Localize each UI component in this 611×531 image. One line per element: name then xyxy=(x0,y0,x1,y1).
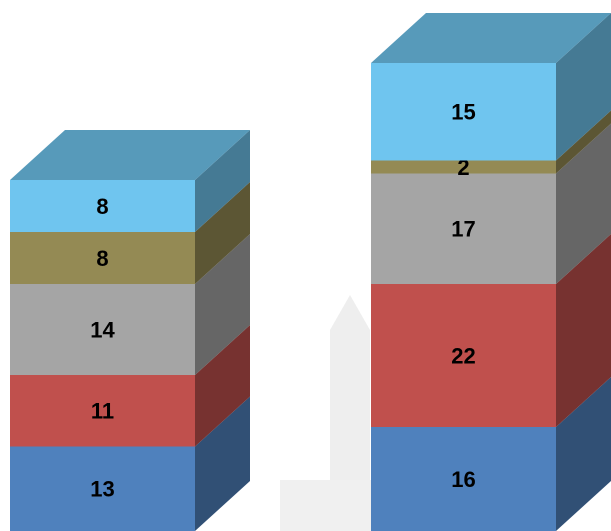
bar-segment xyxy=(371,427,556,531)
data-label: 16 xyxy=(451,467,475,492)
data-label: 17 xyxy=(451,217,475,242)
bar-segment xyxy=(371,284,556,427)
data-label: 13 xyxy=(90,477,114,502)
data-label: 15 xyxy=(451,100,475,125)
background xyxy=(280,295,380,531)
bg-tower xyxy=(330,330,370,531)
data-label: 8 xyxy=(96,246,108,271)
bar-top xyxy=(10,130,250,180)
bar-segment xyxy=(371,160,556,174)
bar-side xyxy=(556,123,611,284)
bar-top xyxy=(371,13,611,63)
bar-side xyxy=(556,234,611,427)
bar-side xyxy=(556,13,611,161)
bar-segment xyxy=(10,232,195,284)
bar-segment xyxy=(371,63,556,161)
bar-segment xyxy=(10,446,195,531)
data-label: 14 xyxy=(90,317,115,342)
bar-side xyxy=(195,396,250,531)
bar-segment xyxy=(10,375,195,447)
bar-side xyxy=(195,130,250,232)
data-label: 8 xyxy=(96,194,108,219)
bg-tower-roof xyxy=(330,295,370,330)
bar-segment xyxy=(10,180,195,232)
data-label: 11 xyxy=(91,399,114,424)
bar-side xyxy=(195,234,250,375)
bar-side xyxy=(556,110,611,174)
data-label: 2 xyxy=(457,155,469,180)
bar-side xyxy=(195,182,250,284)
bar-segment xyxy=(10,284,195,375)
bar-side xyxy=(195,325,250,447)
bg-building xyxy=(280,480,380,531)
bar-segment xyxy=(371,173,556,284)
data-label: 22 xyxy=(451,343,475,368)
bar-side xyxy=(556,377,611,531)
